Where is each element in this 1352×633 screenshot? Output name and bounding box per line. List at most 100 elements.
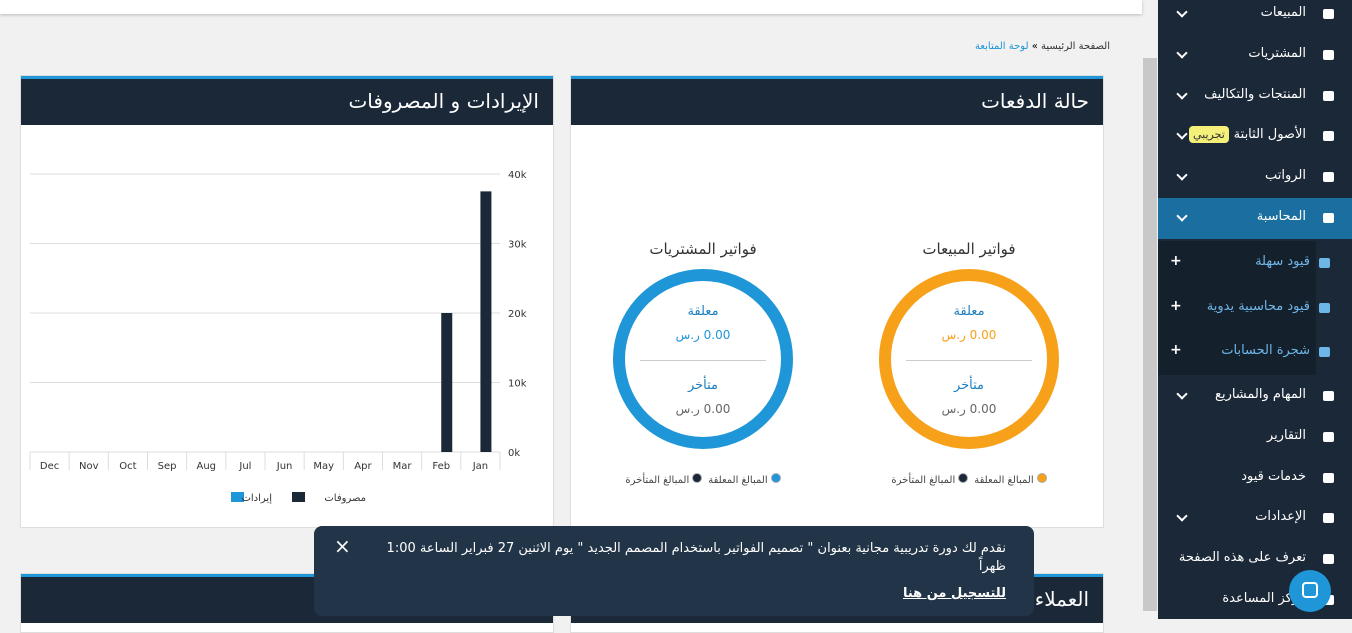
late-amount: 0.00 ر.س xyxy=(675,402,731,416)
sidebar-icon xyxy=(1323,172,1334,182)
chart-panel: الإيرادات و المصروفات 0k 10k 20k 30k 40k Dec N… xyxy=(20,75,554,528)
toast-link[interactable]: للتسجيل من هنا xyxy=(902,586,1006,601)
donut-title: فواتير المبيعات xyxy=(922,240,1016,258)
chevron xyxy=(1176,388,1188,400)
donut-ring xyxy=(879,269,1059,449)
sidebar-label: المنتجات والتكاليف xyxy=(1204,87,1306,102)
x-tick-label: May xyxy=(313,461,334,472)
y-tick-label: 10k xyxy=(508,379,527,390)
pending-label: معلقة xyxy=(953,304,985,319)
pending-amount: 0.00 ر.س xyxy=(675,328,731,342)
sidebar-label: الإعدادات xyxy=(1255,509,1306,524)
y-tick-label: 20k xyxy=(508,309,527,320)
sidebar-label: شجرة الحسابات xyxy=(1221,343,1310,358)
sidebar-item[interactable]: تعرف على هذه الصفحة xyxy=(1158,539,1352,580)
divider xyxy=(906,360,1032,361)
sidebar-icon xyxy=(1323,131,1334,141)
bar xyxy=(441,313,453,452)
chevron xyxy=(1176,510,1188,522)
top-bar xyxy=(0,0,1142,14)
legend-swatch xyxy=(292,492,305,502)
sidebar-icon xyxy=(1323,513,1334,523)
legend-label: المبالغ المعلقة xyxy=(974,475,1034,486)
sidebar-item[interactable]: المشتريات xyxy=(1158,35,1352,76)
sidebar-icon xyxy=(1323,213,1334,223)
x-tick-label: Jul xyxy=(238,461,251,472)
toast: نقدم لك دورة تدريبية مجانية بعنوان " تصم… xyxy=(314,526,1034,616)
legend-dot xyxy=(958,473,969,483)
chat-icon xyxy=(1302,582,1318,598)
late-label: متأخر xyxy=(953,378,985,393)
chevron xyxy=(1176,210,1188,222)
sidebar: المبيعات المشتريات المنتجات والتكاليف الأصو… xyxy=(1158,0,1352,619)
sidebar-item[interactable]: التقارير xyxy=(1158,417,1352,458)
panel-title: الإيرادات و المصروفات xyxy=(21,76,553,125)
donut-legend: المبالغ المعلقة المبالغ المتأخرة xyxy=(869,473,1069,486)
payments-panel: حالة الدفعات فواتير المبيعات معلقة 0.00 ر.… xyxy=(570,75,1104,528)
chat-button[interactable] xyxy=(1289,570,1331,612)
sidebar-item[interactable]: المحاسبة xyxy=(1158,197,1352,239)
legend-label: المبالغ المتأخرة xyxy=(891,475,956,486)
sidebar-item[interactable]: خدمات قيود xyxy=(1158,458,1352,499)
sidebar-icon xyxy=(1319,258,1330,268)
sidebar-icon xyxy=(1319,347,1330,357)
chevron xyxy=(1176,88,1188,100)
plus-icon: + xyxy=(1170,297,1182,314)
sidebar-icon xyxy=(1323,91,1334,101)
legend-dot xyxy=(770,473,781,483)
sidebar-item[interactable]: الإعدادات xyxy=(1158,498,1352,539)
sidebar-icon xyxy=(1319,303,1330,313)
legend-label: إيرادات xyxy=(241,493,272,504)
sidebar-item[interactable]: الأصول الثابتة تجريبي xyxy=(1158,116,1352,157)
sidebar-label: الرواتب xyxy=(1264,168,1306,183)
x-tick-label: Dec xyxy=(40,461,59,472)
y-tick-label: 0k xyxy=(508,448,520,459)
sidebar-label: مركز المساعدة xyxy=(1222,591,1306,606)
x-tick-label: Sep xyxy=(158,461,177,472)
legend-label: المبالغ المتأخرة xyxy=(625,475,690,486)
legend-dot xyxy=(692,473,703,483)
chevron xyxy=(1176,47,1188,59)
divider xyxy=(640,360,766,361)
x-tick-label: Aug xyxy=(196,461,216,472)
sidebar-item[interactable]: المنتجات والتكاليف xyxy=(1158,76,1352,117)
sidebar-item[interactable]: المبيعات xyxy=(1158,0,1352,35)
x-tick-label: Jun xyxy=(276,461,293,472)
legend-label: مصروفات xyxy=(324,493,366,504)
sidebar-label: المبيعات xyxy=(1260,5,1306,20)
sidebar-icon xyxy=(1323,391,1334,401)
sidebar-item[interactable]: + قيود سهلة xyxy=(1158,240,1352,286)
chart: 0k 10k 20k 30k 40k Dec Nov Oct Sep Aug Jul Jun May Ap… xyxy=(29,170,527,504)
breadcrumb-current[interactable]: لوحة المتابعة xyxy=(974,41,1029,52)
pending-label: معلقة xyxy=(687,304,719,319)
sidebar-icon xyxy=(1323,432,1334,442)
sidebar-icon xyxy=(1323,554,1334,564)
sidebar-label: التقارير xyxy=(1266,428,1306,443)
x-tick-label: Mar xyxy=(393,461,413,472)
bar xyxy=(480,191,492,452)
sidebar-label: قيود محاسبية يدوية xyxy=(1206,299,1310,314)
sidebar-item[interactable]: + قيود محاسبية يدوية xyxy=(1158,285,1352,331)
sidebar-label: المحاسبة xyxy=(1256,209,1306,224)
x-tick-label: Oct xyxy=(119,461,136,472)
sidebar-icon xyxy=(1323,50,1334,60)
sidebar-icon xyxy=(1323,473,1334,483)
sidebar-label: المهام والمشاريع xyxy=(1215,387,1306,402)
toast-close[interactable]: × xyxy=(334,534,351,558)
sidebar-item[interactable]: المهام والمشاريع xyxy=(1158,376,1352,417)
chevron xyxy=(1176,6,1188,18)
donut-legend: المبالغ المعلقة المبالغ المتأخرة xyxy=(603,473,803,486)
panel-title: حالة الدفعات xyxy=(571,76,1103,125)
breadcrumb-home[interactable]: الصفحة الرئيسية xyxy=(1041,41,1110,52)
legend-swatch xyxy=(231,492,244,502)
x-tick-label: Feb xyxy=(432,461,450,472)
plus-icon: + xyxy=(1170,341,1182,358)
sidebar-icon xyxy=(1323,9,1334,19)
sidebar-item[interactable]: الرواتب xyxy=(1158,157,1352,198)
plus-icon: + xyxy=(1170,252,1182,269)
sidebar-item[interactable]: + شجرة الحسابات xyxy=(1158,329,1352,375)
badge: تجريبي xyxy=(1189,125,1229,143)
scrollbar[interactable] xyxy=(1143,58,1157,611)
pending-amount: 0.00 ر.س xyxy=(941,328,997,342)
x-tick-label: Apr xyxy=(354,461,372,472)
